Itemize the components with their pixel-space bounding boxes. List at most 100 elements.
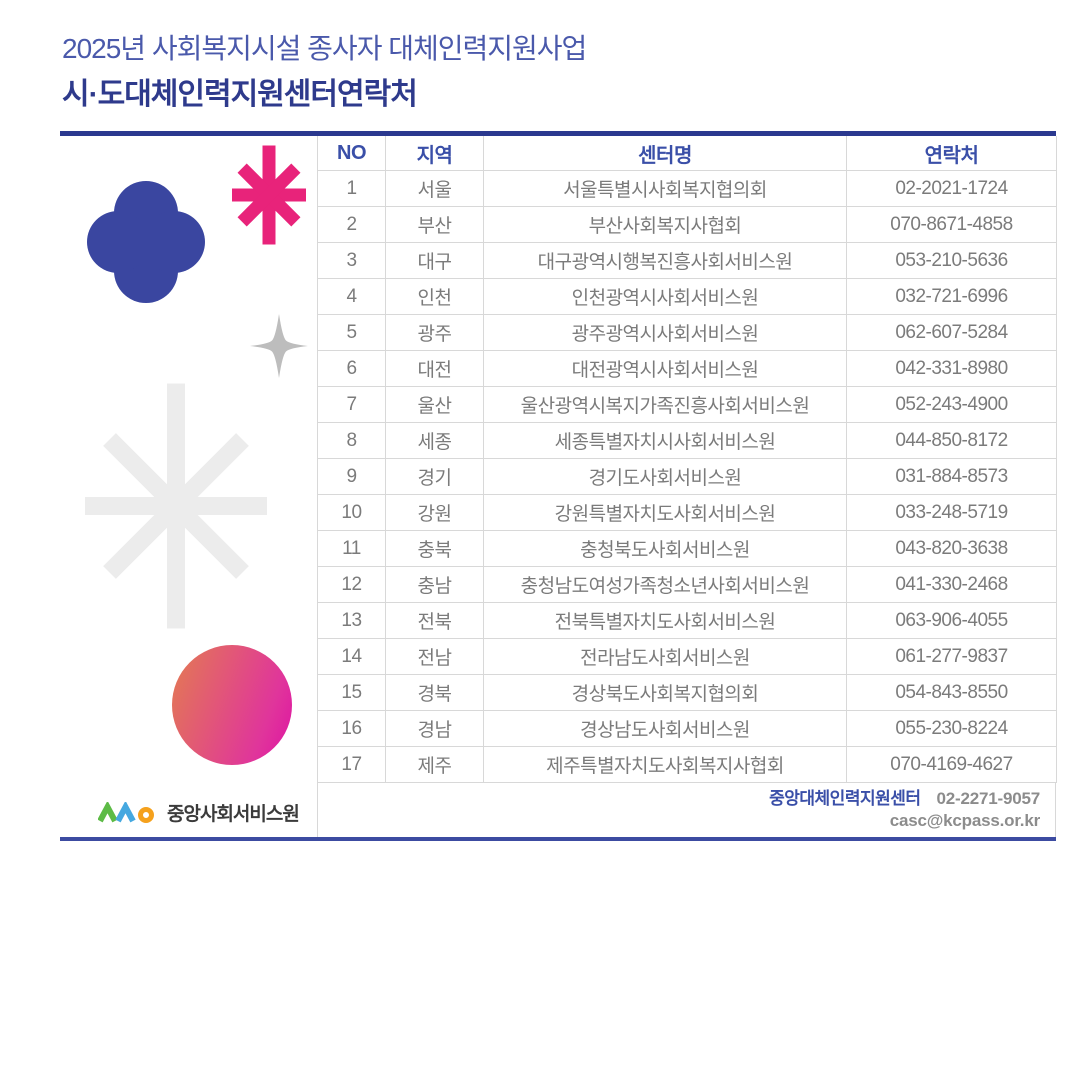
cell-center: 충청남도여성가족청소년사회서비스원 bbox=[483, 566, 847, 603]
cell-center: 세종특별자치시사회서비스원 bbox=[483, 422, 847, 459]
cell-phone: 070-4169-4627 bbox=[846, 746, 1057, 783]
cell-phone: 043-820-3638 bbox=[846, 530, 1057, 567]
asterisk-bar bbox=[167, 383, 185, 628]
cell-region: 광주 bbox=[385, 314, 484, 351]
cell-phone: 063-906-4055 bbox=[846, 602, 1057, 639]
table-row: 9 경기 경기도사회서비스원 031-884-8573 bbox=[317, 458, 1057, 495]
central-center-email: casc@kcpass.or.kr bbox=[889, 810, 1040, 830]
cell-no: 7 bbox=[317, 386, 386, 423]
cell-center: 경상남도사회서비스원 bbox=[483, 710, 847, 747]
cell-region: 강원 bbox=[385, 494, 484, 531]
cell-center: 경상북도사회복지협의회 bbox=[483, 674, 847, 711]
asterisk-bar bbox=[103, 432, 249, 579]
asterisk-bar bbox=[237, 163, 301, 226]
cell-center: 강원특별자치도사회서비스원 bbox=[483, 494, 847, 531]
column-header-region: 지역 bbox=[385, 136, 484, 171]
program-subtitle: 2025년 사회복지시설 종사자 대체인력지원사업 bbox=[62, 33, 587, 64]
cell-region: 인천 bbox=[385, 278, 484, 315]
cell-no: 14 bbox=[317, 638, 386, 675]
cell-phone: 052-243-4900 bbox=[846, 386, 1057, 423]
table-area: NO 지역 센터명 연락처 1 서울 서울특별시사회복지협의회 02-2021-172… bbox=[317, 136, 1057, 837]
cell-region: 서울 bbox=[385, 170, 484, 207]
page-title: 시·도대체인력지원센터연락처 bbox=[62, 77, 418, 111]
org-logo: 중앙사회서비스원 bbox=[98, 799, 300, 826]
cell-center: 전북특별자치도사회서비스원 bbox=[483, 602, 847, 639]
cell-center: 부산사회복지사협회 bbox=[483, 206, 847, 243]
cell-center: 전라남도사회서비스원 bbox=[483, 638, 847, 675]
cell-no: 5 bbox=[317, 314, 386, 351]
table-row: 15 경북 경상북도사회복지협의회 054-843-8550 bbox=[317, 674, 1057, 711]
cell-region: 충남 bbox=[385, 566, 484, 603]
table-header-row: NO 지역 센터명 연락처 bbox=[317, 136, 1057, 171]
cell-no: 3 bbox=[317, 242, 386, 279]
table-row: 17 제주 제주특별자치도사회복지사협회 070-4169-4627 bbox=[317, 746, 1057, 783]
cell-phone: 031-884-8573 bbox=[846, 458, 1057, 495]
table-row: 1 서울 서울특별시사회복지협의회 02-2021-1724 bbox=[317, 170, 1057, 207]
cell-center: 서울특별시사회복지협의회 bbox=[483, 170, 847, 207]
cell-phone: 053-210-5636 bbox=[846, 242, 1057, 279]
cell-region: 세종 bbox=[385, 422, 484, 459]
cell-no: 1 bbox=[317, 170, 386, 207]
cell-no: 2 bbox=[317, 206, 386, 243]
table-row: 16 경남 경상남도사회서비스원 055-230-8224 bbox=[317, 710, 1057, 747]
cell-no: 11 bbox=[317, 530, 386, 567]
cell-phone: 033-248-5719 bbox=[846, 494, 1057, 531]
central-center-phone: 02-2271-9057 bbox=[936, 788, 1041, 808]
asterisk-bar bbox=[85, 496, 267, 515]
light-gray-asterisk-icon bbox=[85, 383, 267, 628]
asterisk-bar bbox=[103, 432, 249, 579]
cell-phone: 032-721-6996 bbox=[846, 278, 1057, 315]
asterisk-bar bbox=[262, 145, 276, 244]
column-header-phone: 연락처 bbox=[846, 136, 1057, 171]
cell-no: 16 bbox=[317, 710, 386, 747]
cell-no: 4 bbox=[317, 278, 386, 315]
cell-center: 제주특별자치도사회복지사협회 bbox=[483, 746, 847, 783]
org-logo-icon bbox=[98, 801, 154, 823]
column-header-no: NO bbox=[317, 136, 386, 171]
central-center-contact: 중앙대체인력지원센터 02-2271-9057 casc@kcpass.or.kr bbox=[317, 783, 1056, 837]
cell-center: 울산광역시복지가족진흥사회서비스원 bbox=[483, 386, 847, 423]
cell-region: 대구 bbox=[385, 242, 484, 279]
cell-phone: 054-843-8550 bbox=[846, 674, 1057, 711]
cell-region: 경북 bbox=[385, 674, 484, 711]
cell-no: 10 bbox=[317, 494, 386, 531]
cell-region: 제주 bbox=[385, 746, 484, 783]
cell-no: 13 bbox=[317, 602, 386, 639]
cell-phone: 055-230-8224 bbox=[846, 710, 1057, 747]
cell-region: 전북 bbox=[385, 602, 484, 639]
cell-region: 충북 bbox=[385, 530, 484, 567]
contact-line-2: casc@kcpass.or.kr bbox=[889, 810, 1040, 831]
table-row: 7 울산 울산광역시복지가족진흥사회서비스원 052-243-4900 bbox=[317, 386, 1057, 423]
cell-center: 대구광역시행복진흥사회서비스원 bbox=[483, 242, 847, 279]
header: 2025년 사회복지시설 종사자 대체인력지원사업 시·도대체인력지원센터연락처 bbox=[62, 32, 587, 113]
table-body: 1 서울 서울특별시사회복지협의회 02-2021-1724 2 부산 부산사회복지사협회 0… bbox=[317, 170, 1057, 783]
table-row: 2 부산 부산사회복지사협회 070-8671-4858 bbox=[317, 206, 1057, 243]
table-row: 5 광주 광주광역시사회서비스원 062-607-5284 bbox=[317, 314, 1057, 351]
cell-no: 15 bbox=[317, 674, 386, 711]
table-row: 10 강원 강원특별자치도사회서비스원 033-248-5719 bbox=[317, 494, 1057, 531]
cell-region: 부산 bbox=[385, 206, 484, 243]
table-row: 11 충북 충청북도사회서비스원 043-820-3638 bbox=[317, 530, 1057, 567]
sparkle-icon bbox=[250, 314, 308, 378]
cell-phone: 041-330-2468 bbox=[846, 566, 1057, 603]
cell-phone: 061-277-9837 bbox=[846, 638, 1057, 675]
cell-region: 울산 bbox=[385, 386, 484, 423]
cell-phone: 042-331-8980 bbox=[846, 350, 1057, 387]
cell-no: 12 bbox=[317, 566, 386, 603]
cell-no: 6 bbox=[317, 350, 386, 387]
table-row: 4 인천 인천광역시사회서비스원 032-721-6996 bbox=[317, 278, 1057, 315]
cell-phone: 044-850-8172 bbox=[846, 422, 1057, 459]
cell-center: 인천광역시사회서비스원 bbox=[483, 278, 847, 315]
cell-phone: 02-2021-1724 bbox=[846, 170, 1057, 207]
clover-shape-icon bbox=[87, 181, 205, 303]
cell-no: 8 bbox=[317, 422, 386, 459]
contact-line-1: 중앙대체인력지원센터 02-2271-9057 bbox=[769, 788, 1041, 809]
cell-region: 경남 bbox=[385, 710, 484, 747]
cell-center: 충청북도사회서비스원 bbox=[483, 530, 847, 567]
table-row: 3 대구 대구광역시행복진흥사회서비스원 053-210-5636 bbox=[317, 242, 1057, 279]
asterisk-bar bbox=[237, 163, 301, 226]
org-logo-text: 중앙사회서비스원 bbox=[167, 804, 300, 825]
table-row: 14 전남 전라남도사회서비스원 061-277-9837 bbox=[317, 638, 1057, 675]
asterisk-bar bbox=[232, 188, 306, 201]
